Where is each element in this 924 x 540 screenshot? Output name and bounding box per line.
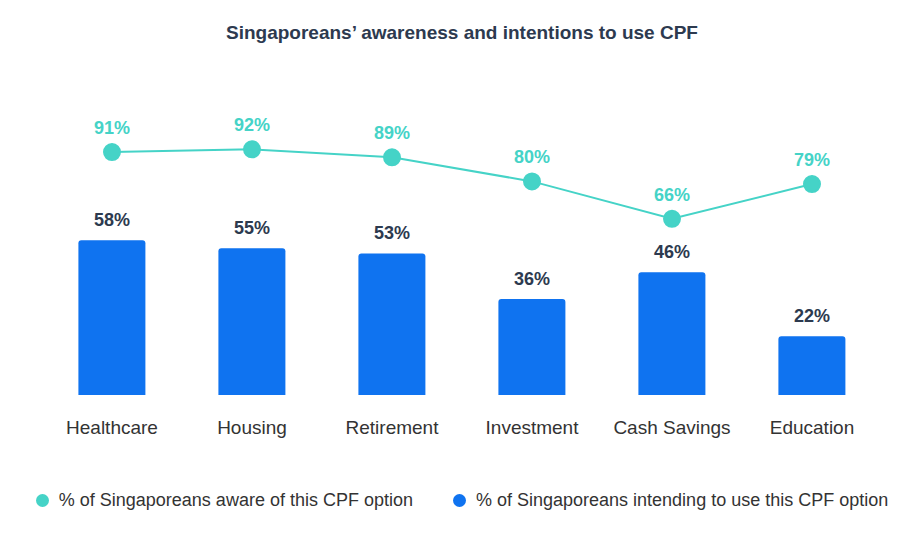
svg-text:79%: 79% xyxy=(794,150,830,170)
svg-text:80%: 80% xyxy=(514,147,550,167)
svg-text:53%: 53% xyxy=(374,223,410,243)
svg-text:89%: 89% xyxy=(374,123,410,143)
html-text:Singaporeans’ awareness and in: Singaporeans’ awareness and intentions t… xyxy=(226,22,698,43)
html-text:% of Singaporeans intending to: % of Singaporeans intending to use this … xyxy=(476,489,889,510)
svg-text:22%: 22% xyxy=(794,306,830,326)
svg-text:92%: 92% xyxy=(234,115,270,135)
svg-text:Retirement: Retirement xyxy=(346,417,440,438)
svg-text:46%: 46% xyxy=(654,242,690,262)
svg-text:Cash Savings: Cash Savings xyxy=(613,417,730,438)
svg-text:Investment: Investment xyxy=(486,417,580,438)
html-text:% of Singaporeans aware of thi: % of Singaporeans aware of this CPF opti… xyxy=(58,489,413,510)
svg-text:55%: 55% xyxy=(234,218,270,238)
svg-text:Education: Education xyxy=(770,417,855,438)
svg-text:Housing: Housing xyxy=(217,417,287,438)
svg-text:36%: 36% xyxy=(514,269,550,289)
svg-text:Healthcare: Healthcare xyxy=(66,417,158,438)
svg-text:66%: 66% xyxy=(654,185,690,205)
svg-text:58%: 58% xyxy=(94,210,130,230)
svg-text:91%: 91% xyxy=(94,118,130,138)
